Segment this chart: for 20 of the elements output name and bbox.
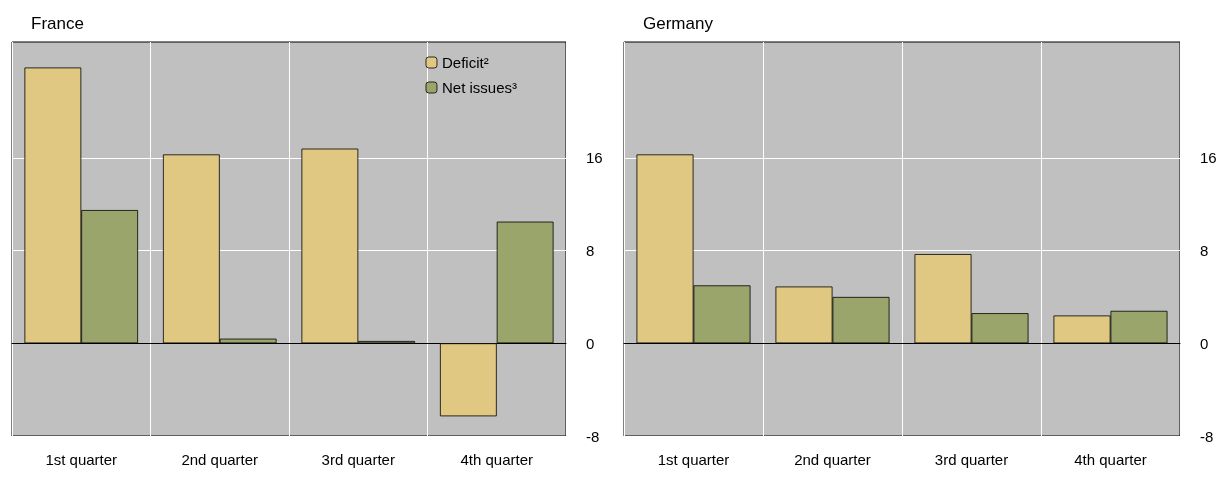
x-tick-label: 2nd quarter	[181, 451, 259, 468]
chart-title: Germany	[643, 14, 714, 33]
y-tick-label: 0	[1200, 334, 1209, 352]
y-tick-label: 8	[586, 242, 595, 260]
x-tick-label: 4th quarter	[1074, 451, 1147, 468]
legend-label: Deficit²	[441, 54, 489, 71]
legend-label: Net issues³	[441, 79, 518, 96]
y-tick-label: 8	[1200, 242, 1209, 260]
y-tick-label: -8	[1200, 427, 1214, 445]
y-tick-label: 16	[586, 149, 603, 167]
x-tick-label: 4th quarter	[460, 451, 534, 468]
y-tick-label: 16	[1200, 149, 1217, 167]
x-tick-label: 1st quarter	[45, 451, 118, 468]
x-tick-label: 2nd quarter	[794, 451, 871, 468]
y-tick-label: -8	[586, 427, 600, 445]
y-tick-label: 0	[586, 334, 595, 352]
x-tick-label: 3rd quarter	[934, 451, 1009, 468]
x-tick-label: 1st quarter	[657, 451, 730, 468]
chart-title: France	[31, 14, 84, 33]
x-tick-label: 3rd quarter	[321, 451, 395, 468]
